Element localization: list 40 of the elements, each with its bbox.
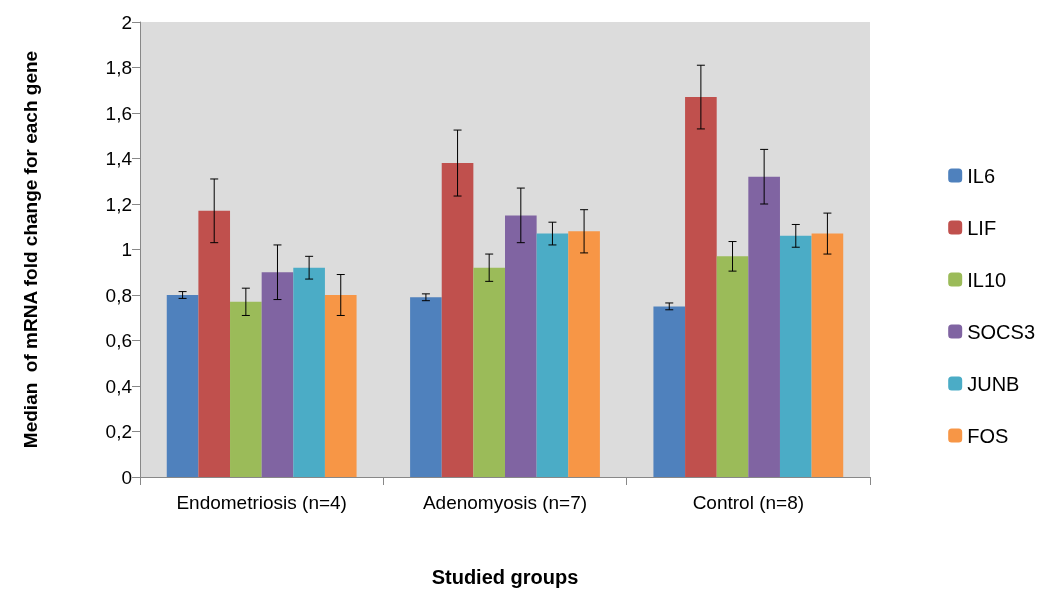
y-tick-label: 1,2 [105,193,132,215]
bar [685,97,717,477]
bar [230,301,262,477]
bar [779,235,812,477]
y-tick-label: 0,8 [105,284,132,306]
x-axis-title: Studied groups [431,566,579,588]
bar [568,231,600,477]
x-tick-label: Adenomyosis (n=7) [422,492,588,513]
y-tick-label: 0 [121,466,132,488]
bar [748,176,780,477]
y-tick-label: 2 [121,11,132,33]
bar [166,295,199,477]
y-tick-label: 1,4 [105,148,133,169]
bar [198,210,231,477]
bar [324,295,357,477]
bar [441,163,474,477]
bar [505,215,537,477]
bar [293,267,325,477]
y-axis-title: Median of mRNA fold change for each gene [20,50,41,449]
legend-label: IL10 [967,268,1007,291]
x-tick-label: Endometriosis (n=4) [176,492,347,513]
y-tick-label: 0,6 [105,330,132,351]
y-tick-label: 1,6 [105,102,132,124]
legend-label: JUNB [967,372,1020,395]
y-tick-label: 0,4 [105,375,133,397]
bar [811,233,844,477]
y-tick-label: 0,2 [105,421,132,442]
y-tick-label: 1,8 [105,57,132,78]
y-tick-label: 1 [121,239,132,260]
bar [261,272,294,477]
x-tick-label: Control (n=8) [692,492,805,513]
legend-label: SOCS3 [967,320,1036,343]
legend-label: FOS [967,424,1009,447]
bar [653,306,686,477]
legend-label: IL6 [967,164,996,187]
bar [716,256,749,477]
bar [536,233,569,477]
bar [473,267,505,477]
bar [410,297,442,477]
legend-label: LIF [967,216,997,239]
